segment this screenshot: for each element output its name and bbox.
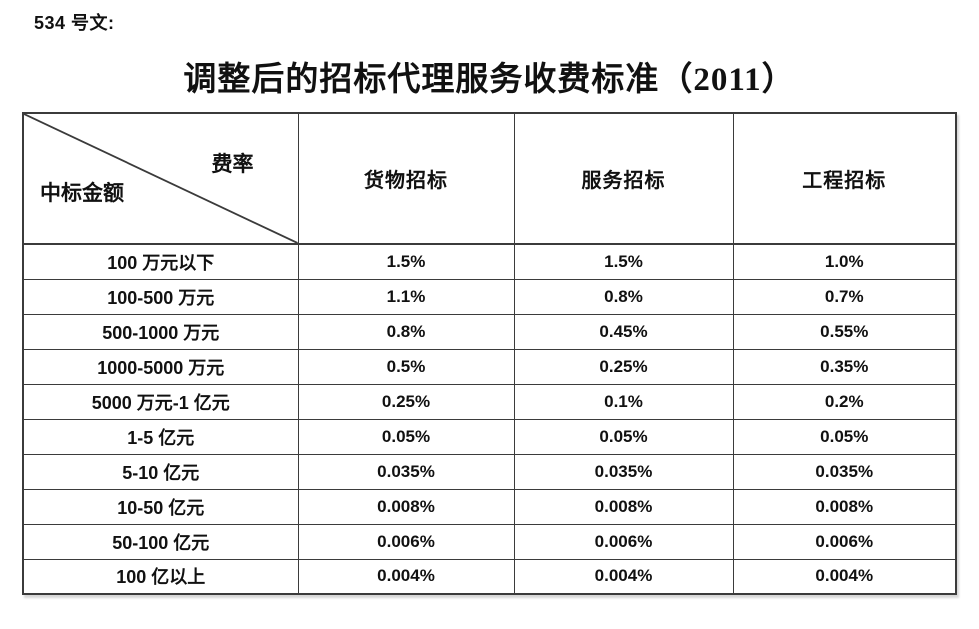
row-label: 1-5 亿元 <box>22 418 299 455</box>
table-row: 5-10 亿元 0.035% 0.035% 0.035% <box>22 453 957 490</box>
fee-value: 0.004% <box>513 558 734 595</box>
fee-value: 0.8% <box>513 278 734 315</box>
fee-value: 0.008% <box>732 488 957 525</box>
fee-value: 0.1% <box>513 383 734 420</box>
fee-value: 0.05% <box>297 418 515 455</box>
fee-value: 0.55% <box>732 313 957 350</box>
corner-label-amount: 中标金额 <box>40 182 124 205</box>
fee-value: 1.5% <box>513 243 734 280</box>
row-label: 50-100 亿元 <box>22 523 299 560</box>
fee-value: 1.5% <box>297 243 515 280</box>
fee-value: 0.35% <box>732 348 957 385</box>
fee-value: 0.008% <box>297 488 515 525</box>
table-row: 1-5 亿元 0.05% 0.05% 0.05% <box>22 418 957 455</box>
table-row: 1000-5000 万元 0.5% 0.25% 0.35% <box>22 348 957 385</box>
row-label: 100-500 万元 <box>22 278 299 315</box>
table-row: 100 万元以下 1.5% 1.5% 1.0% <box>22 243 957 280</box>
fee-value: 0.25% <box>513 348 734 385</box>
fee-value: 0.035% <box>513 453 734 490</box>
table-row: 10-50 亿元 0.008% 0.008% 0.008% <box>22 488 957 525</box>
fee-value: 0.006% <box>732 523 957 560</box>
fee-value: 0.035% <box>732 453 957 490</box>
column-header-services: 服务招标 <box>513 112 734 245</box>
row-label: 1000-5000 万元 <box>22 348 299 385</box>
row-label: 5000 万元-1 亿元 <box>22 383 299 420</box>
fee-value: 0.05% <box>513 418 734 455</box>
fee-value: 0.7% <box>732 278 957 315</box>
row-label: 5-10 亿元 <box>22 453 299 490</box>
row-label: 100 亿以上 <box>22 558 299 595</box>
fee-value: 0.8% <box>297 313 515 350</box>
table-row: 100-500 万元 1.1% 0.8% 0.7% <box>22 278 957 315</box>
fee-value: 0.004% <box>297 558 515 595</box>
fee-value: 0.006% <box>297 523 515 560</box>
fee-value: 0.035% <box>297 453 515 490</box>
document-ref: 534 号文: <box>34 13 115 33</box>
fee-value: 0.2% <box>732 383 957 420</box>
table-row: 50-100 亿元 0.006% 0.006% 0.006% <box>22 523 957 560</box>
column-header-engineering: 工程招标 <box>732 112 957 245</box>
fee-value: 0.006% <box>513 523 734 560</box>
column-header-goods: 货物招标 <box>297 112 515 245</box>
fee-value: 1.1% <box>297 278 515 315</box>
table-row: 100 亿以上 0.004% 0.004% 0.004% <box>22 558 957 595</box>
row-label: 100 万元以下 <box>22 243 299 280</box>
corner-cell: 费率 中标金额 <box>22 112 299 245</box>
table-row: 500-1000 万元 0.8% 0.45% 0.55% <box>22 313 957 350</box>
fee-value: 1.0% <box>732 243 957 280</box>
fee-rate-table: 费率 中标金额 货物招标 服务招标 工程招标 100 万元以下 1.5% 1.5… <box>22 112 957 595</box>
corner-label-rate: 费率 <box>211 153 254 176</box>
table-row: 5000 万元-1 亿元 0.25% 0.1% 0.2% <box>22 383 957 420</box>
fee-value: 0.45% <box>513 313 734 350</box>
fee-value: 0.008% <box>513 488 734 525</box>
fee-value: 0.05% <box>732 418 957 455</box>
page-title: 调整后的招标代理服务收费标准（2011） <box>183 62 796 98</box>
fee-value: 0.25% <box>297 383 515 420</box>
row-label: 10-50 亿元 <box>22 488 299 525</box>
fee-value: 0.004% <box>732 558 957 595</box>
table-header-row: 费率 中标金额 货物招标 服务招标 工程招标 <box>22 112 957 245</box>
corner-diagonal-line <box>24 114 298 243</box>
fee-value: 0.5% <box>297 348 515 385</box>
row-label: 500-1000 万元 <box>22 313 299 350</box>
